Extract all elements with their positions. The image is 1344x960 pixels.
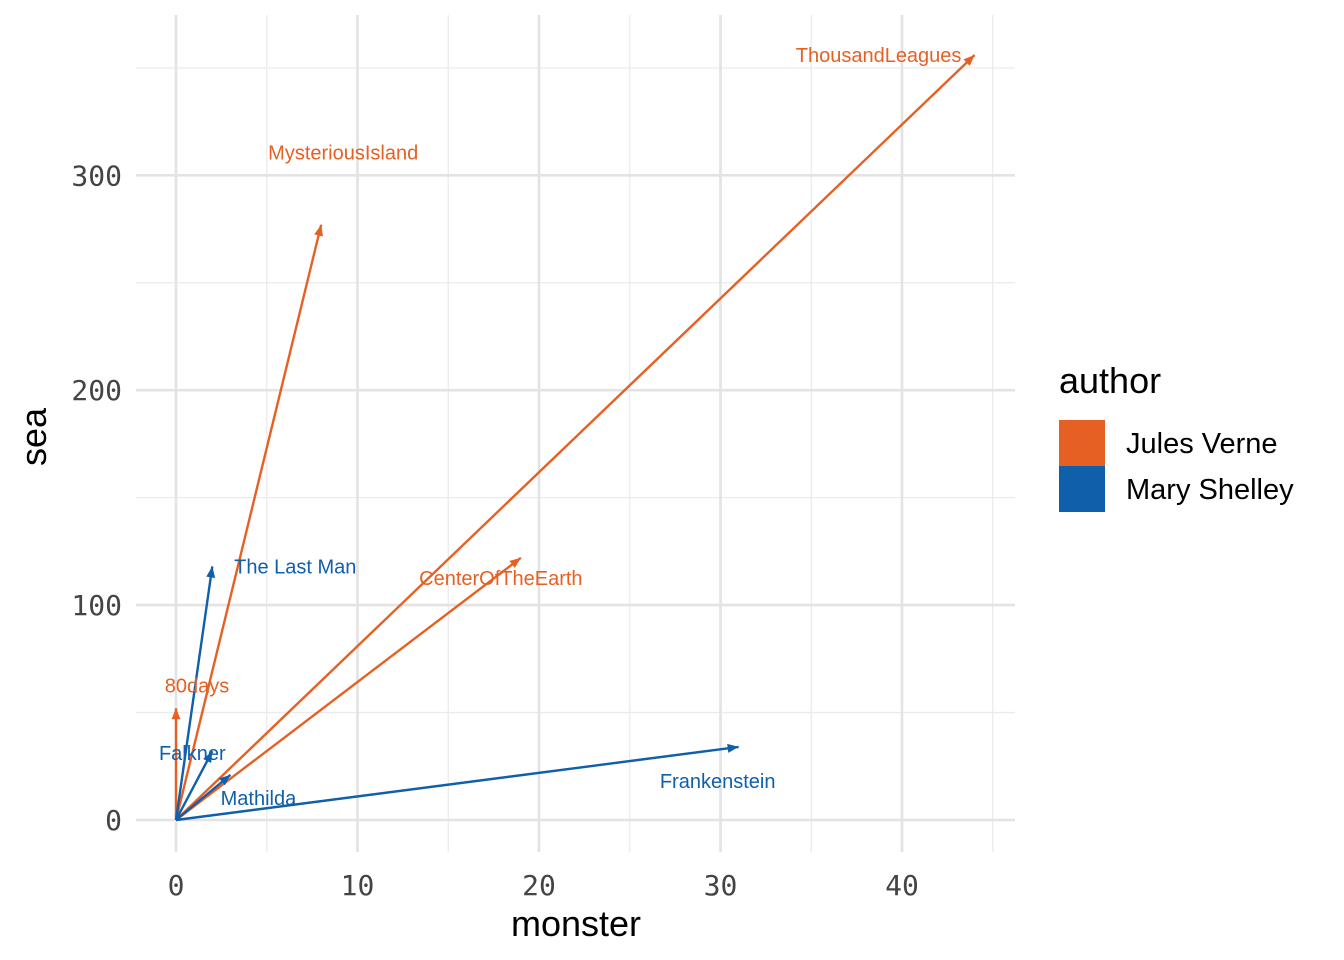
legend-title: author (1059, 360, 1161, 401)
arrow-frankenstein (175, 745, 739, 822)
arrow-thousandleagues (175, 54, 976, 821)
x-tick-label: 20 (522, 869, 556, 902)
arrow-label-80days: 80days (165, 675, 230, 697)
arrow-centeroftheearth (175, 556, 522, 821)
arrowhead-80days (171, 708, 181, 720)
legend-key (1059, 466, 1105, 512)
x-tick-label: 10 (341, 869, 375, 902)
arrowhead-centeroftheearth (509, 557, 521, 569)
x-tick-label: 30 (704, 869, 738, 902)
arrow-label-mathilda: Mathilda (221, 788, 297, 810)
arrow-mathilda (175, 773, 232, 821)
arrowhead-falkner (203, 751, 213, 764)
legend-key (1059, 420, 1105, 466)
arrow-label-falkner: Falkner (159, 743, 226, 765)
arrow-label-mysteriousisland: MysteriousIsland (268, 143, 418, 165)
grid-minor (136, 15, 1015, 852)
arrow-the-last-man (174, 566, 214, 821)
arrowhead-frankenstein (727, 743, 739, 753)
arrow-mysteriousisland (174, 224, 323, 821)
y-tick-label: 100 (71, 589, 122, 622)
x-tick-label: 0 (168, 869, 185, 902)
arrow-label-the-last-man: The Last Man (234, 556, 356, 578)
arrowhead-thousandleagues (963, 54, 975, 66)
arrow-label-centeroftheearth: CenterOfTheEarth (419, 568, 582, 590)
y-tick-label: 200 (71, 374, 122, 407)
tick-labels: 0 10 20 30 40 0 100 200 300 (71, 159, 918, 902)
arrowhead-mathilda (219, 774, 231, 786)
arrowhead-mysteriousisland (314, 224, 323, 237)
x-tick-label: 40 (885, 869, 919, 902)
arrow-label-frankenstein: Frankenstein (660, 771, 776, 793)
arrowhead-the-last-man (206, 566, 216, 578)
legend-label: Mary Shelley (1126, 474, 1294, 506)
y-tick-label: 0 (105, 804, 122, 837)
grid-major (136, 15, 1015, 852)
legend: author Jules Verne Mary Shelley (1059, 360, 1294, 512)
arrows (171, 54, 976, 822)
x-axis-title: monster (511, 903, 641, 944)
arrow-falkner (174, 750, 214, 821)
y-tick-label: 300 (71, 159, 122, 192)
y-axis-title: sea (13, 407, 54, 466)
arrow-label-thousandleagues: ThousandLeagues (796, 45, 962, 67)
legend-label: Jules Verne (1126, 428, 1278, 460)
arrow-labels: ThousandLeagues MysteriousIsland CenterOfT… (159, 45, 962, 810)
